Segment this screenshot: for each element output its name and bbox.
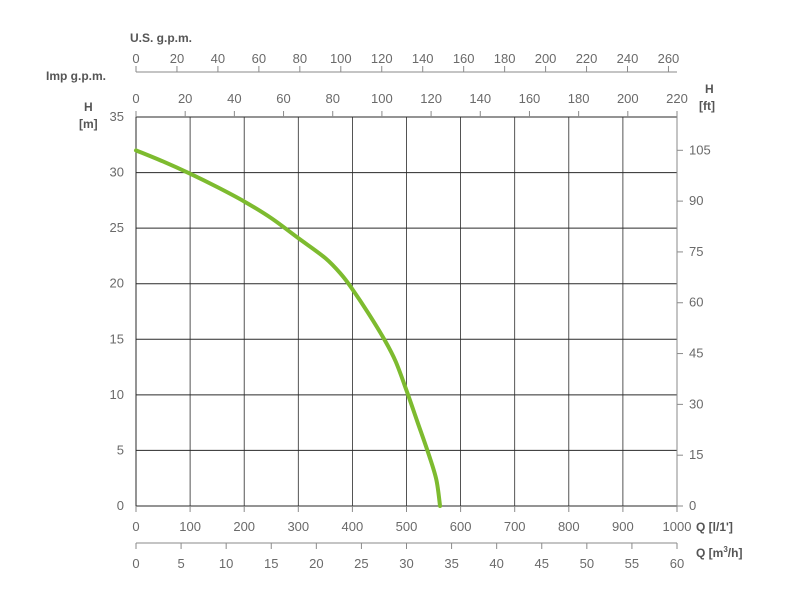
q-m3h-tick-label: 15: [264, 556, 278, 571]
h-ft-axis-label-line1: H: [705, 82, 714, 96]
q-m3h-axis-label: Q [m3/h]: [696, 545, 742, 560]
q-m3h-tick-label: 55: [625, 556, 639, 571]
us-gpm-tick-label: 80: [293, 51, 307, 66]
h-m-tick-label: 0: [117, 498, 124, 513]
h-ft-tick-label: 45: [689, 346, 703, 361]
imp-gpm-tick-label: 100: [371, 91, 393, 106]
h-ft-tick-label: 0: [689, 498, 696, 513]
q-lpm-tick-label: 100: [179, 519, 201, 534]
q-m3h-tick-label: 50: [580, 556, 594, 571]
q-lpm-tick-label: 500: [396, 519, 418, 534]
us-gpm-tick-label: 40: [211, 51, 225, 66]
h-ft-tick-label: 60: [689, 295, 703, 310]
q-m3h-label-end: /h]: [728, 546, 743, 560]
imp-gpm-tick-label: 140: [469, 91, 491, 106]
pump-curve-line: [134, 148, 443, 508]
grid-layer: [135, 116, 678, 507]
h-ft-tick-label: 15: [689, 447, 703, 462]
q-m3h-tick-label: 25: [354, 556, 368, 571]
axis-labels: U.S. g.p.m. Imp g.p.m. H [m] H [ft] Q [l…: [46, 31, 742, 560]
h-m-tick-label: 5: [117, 442, 124, 457]
imp-gpm-tick-label: 20: [178, 91, 192, 106]
h-ft-tick-label: 30: [689, 396, 703, 411]
h-m-tick-label: 10: [110, 387, 124, 402]
imp-gpm-tick-label: 60: [276, 91, 290, 106]
h-m-tick-label: 25: [110, 220, 124, 235]
us-gpm-tick-label: 60: [252, 51, 266, 66]
h-m-tick-label: 35: [110, 109, 124, 124]
q-lpm-tick-label: 1000: [663, 519, 692, 534]
q-m3h-tick-label: 10: [219, 556, 233, 571]
us-gpm-tick-label: 180: [494, 51, 516, 66]
us-gpm-tick-label: 160: [453, 51, 475, 66]
imp-gpm-tick-label: 0: [132, 91, 139, 106]
q-m3h-tick-label: 60: [670, 556, 684, 571]
q-lpm-tick-label: 200: [233, 519, 255, 534]
imp-gpm-tick-label: 80: [325, 91, 339, 106]
q-lpm-axis-label: Q [l/1']: [696, 520, 733, 534]
imp-gpm-tick-label: 120: [420, 91, 442, 106]
h-m-tick-label: 15: [110, 331, 124, 346]
us-gpm-tick-label: 260: [658, 51, 680, 66]
imp-gpm-tick-label: 220: [666, 91, 688, 106]
h-ft-axis-label-line2: [ft]: [699, 99, 715, 113]
q-m3h-label-main: Q [m: [696, 546, 723, 560]
imp-gpm-tick-label: 160: [519, 91, 541, 106]
us-gpm-tick-label: 140: [412, 51, 434, 66]
us-gpm-tick-label: 240: [617, 51, 639, 66]
q-lpm-tick-label: 400: [342, 519, 364, 534]
us-gpm-tick-label: 20: [170, 51, 184, 66]
q-m3h-tick-label: 20: [309, 556, 323, 571]
q-m3h-tick-label: 0: [132, 556, 139, 571]
us-gpm-tick-label: 200: [535, 51, 557, 66]
imp-gpm-tick-label: 180: [568, 91, 590, 106]
h-ft-tick-label: 75: [689, 244, 703, 259]
us-gpm-tick-label: 220: [576, 51, 598, 66]
h-ft-tick-label: 90: [689, 193, 703, 208]
q-m3h-tick-label: 40: [489, 556, 503, 571]
q-lpm-tick-label: 600: [450, 519, 472, 534]
q-lpm-tick-label: 700: [504, 519, 526, 534]
h-ft-tick-label: 105: [689, 142, 711, 157]
h-m-tick-label: 30: [110, 165, 124, 180]
imp-gpm-tick-label: 200: [617, 91, 639, 106]
us-gpm-tick-label: 120: [371, 51, 393, 66]
q-m3h-tick-label: 35: [444, 556, 458, 571]
h-m-axis-label-line2: [m]: [79, 117, 98, 131]
q-lpm-tick-label: 0: [132, 519, 139, 534]
q-lpm-tick-label: 800: [558, 519, 580, 534]
imp-gpm-tick-label: 40: [227, 91, 241, 106]
q-lpm-tick-label: 300: [287, 519, 309, 534]
q-m3h-tick-label: 45: [535, 556, 549, 571]
q-m3h-label-sup: 3: [723, 545, 728, 554]
q-m3h-tick-label: 5: [177, 556, 184, 571]
q-m3h-tick-label: 30: [399, 556, 413, 571]
us-gpm-axis-label: U.S. g.p.m.: [130, 31, 192, 45]
us-gpm-tick-label: 0: [132, 51, 139, 66]
q-lpm-tick-label: 900: [612, 519, 634, 534]
h-m-axis-label-line1: H: [84, 100, 93, 114]
h-m-tick-label: 20: [110, 276, 124, 291]
imp-gpm-axis-label: Imp g.p.m.: [46, 69, 106, 83]
curve-layer: [134, 148, 443, 508]
us-gpm-tick-label: 100: [330, 51, 352, 66]
